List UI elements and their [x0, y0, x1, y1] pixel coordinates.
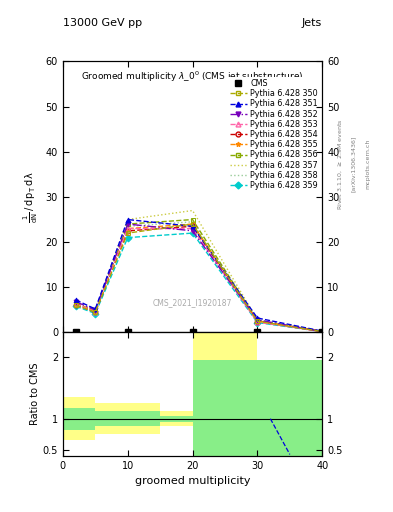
Text: 13000 GeV pp: 13000 GeV pp	[63, 18, 142, 28]
Text: Rivet 3.1.10, $\geq$ 2.9M events: Rivet 3.1.10, $\geq$ 2.9M events	[336, 118, 344, 209]
Text: Groomed multiplicity $\lambda\_0^0$ (CMS jet substructure): Groomed multiplicity $\lambda\_0^0$ (CMS…	[81, 70, 304, 84]
Y-axis label: $\mathrm{\frac{1}{dN}\,/\,d\,p_T\,d\,\lambda}$: $\mathrm{\frac{1}{dN}\,/\,d\,p_T\,d\,\la…	[22, 170, 40, 223]
X-axis label: groomed multiplicity: groomed multiplicity	[135, 476, 250, 486]
Text: Jets: Jets	[302, 18, 322, 28]
Text: [arXiv:1306.3436]: [arXiv:1306.3436]	[351, 136, 356, 192]
Text: CMS_2021_I1920187: CMS_2021_I1920187	[153, 298, 232, 307]
Y-axis label: Ratio to CMS: Ratio to CMS	[30, 363, 40, 425]
Text: mcplots.cern.ch: mcplots.cern.ch	[365, 139, 370, 189]
Legend: CMS, Pythia 6.428 350, Pythia 6.428 351, Pythia 6.428 352, Pythia 6.428 353, Pyt: CMS, Pythia 6.428 350, Pythia 6.428 351,…	[227, 77, 321, 193]
